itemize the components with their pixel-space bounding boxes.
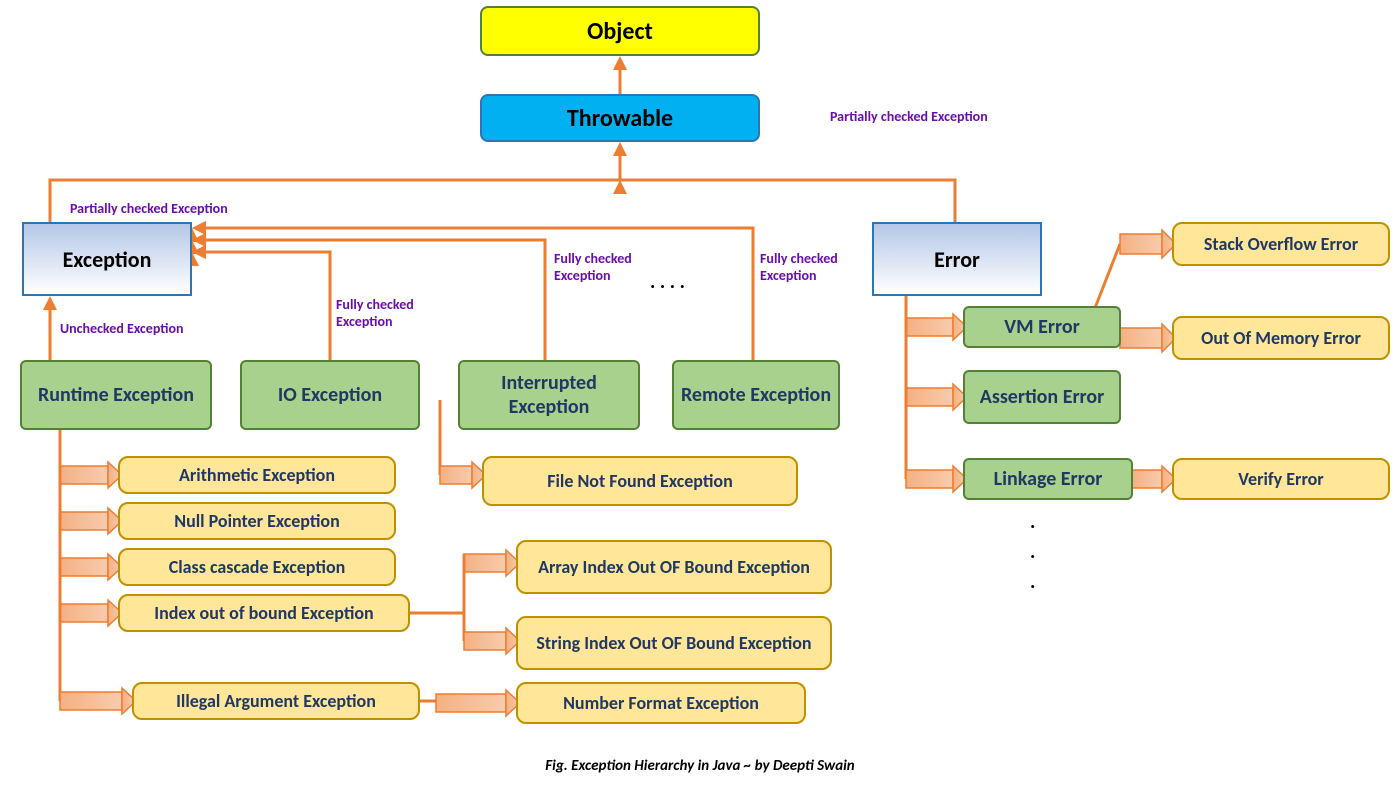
node-interrupted: Interrupted Exception [458, 360, 640, 430]
node-verify: Verify Error [1172, 458, 1390, 500]
node-stackoverflow: Stack Overflow Error [1172, 222, 1390, 266]
annotation: Partially checked Exception [70, 200, 228, 217]
node-numfmt: Number Format Exception [516, 682, 806, 724]
node-vmerror: VM Error [963, 306, 1121, 348]
node-illegalarg: Illegal Argument Exception [132, 682, 420, 720]
node-oom: Out Of Memory Error [1172, 316, 1390, 360]
annotation: Unchecked Exception [60, 320, 184, 337]
diagram-root: { "caption": "Fig. Exception Hierarchy i… [0, 0, 1400, 787]
node-error: Error [872, 222, 1042, 296]
node-indexoob: Index out of bound Exception [118, 594, 410, 632]
node-assertion: Assertion Error [963, 370, 1121, 424]
node-exception: Exception [22, 222, 192, 296]
node-throwable: Throwable [480, 94, 760, 142]
annotation: Fully checked Exception [760, 250, 840, 284]
node-classcascade: Class cascade Exception [118, 548, 396, 586]
annotation: Partially checked Exception [830, 108, 988, 125]
caption: Fig. Exception Hierarchy in Java ~ by De… [0, 756, 1400, 775]
node-io: IO Exception [240, 360, 420, 430]
node-arrayoob: Array Index Out OF Bound Exception [516, 540, 832, 594]
vdots: . [1030, 540, 1035, 564]
vdots: . [1030, 570, 1035, 594]
annotation: Fully checked Exception [336, 296, 416, 330]
node-linkage: Linkage Error [963, 458, 1133, 500]
caption-text: Fig. Exception Hierarchy in Java ~ by De… [545, 757, 854, 775]
node-object: Object [480, 6, 760, 56]
node-remote: Remote Exception [672, 360, 840, 430]
annotation: . . . . [650, 270, 685, 294]
node-nullptr: Null Pointer Exception [118, 502, 396, 540]
annotation: Fully checked Exception [554, 250, 634, 284]
node-runtime: Runtime Exception [20, 360, 212, 430]
node-filenotfound: File Not Found Exception [482, 456, 798, 506]
node-arithmetic: Arithmetic Exception [118, 456, 396, 494]
vdots: . [1030, 510, 1035, 534]
node-stringoob: String Index Out OF Bound Exception [516, 616, 832, 670]
